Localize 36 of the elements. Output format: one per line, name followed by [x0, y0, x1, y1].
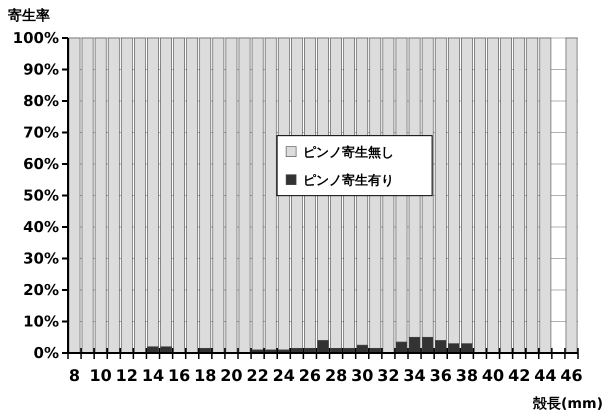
- x-tick-label: 18: [194, 366, 216, 385]
- y-tick-label: 0%: [34, 344, 59, 362]
- x-tick-label: 28: [324, 366, 348, 385]
- y-tick-label: 20%: [23, 280, 59, 299]
- x-tick-label: 26: [298, 366, 322, 385]
- x-tick-label: 42: [508, 366, 530, 385]
- y-tick-label: 80%: [23, 92, 59, 110]
- x-tick-label: 12: [116, 366, 138, 385]
- x-tick-label: 44: [534, 366, 556, 385]
- x-tick-label: 32: [377, 366, 400, 385]
- y-tick-label: 50%: [23, 186, 59, 204]
- x-tick-label: 38: [456, 366, 478, 385]
- x-tick-label: 40: [482, 366, 504, 385]
- y-axis-title: 寄生率: [8, 7, 50, 24]
- y-tick-label: 90%: [23, 60, 59, 78]
- y-tick-label: 30%: [23, 249, 59, 268]
- x-tick-label: 8: [68, 366, 80, 385]
- x-tick-label: 20: [220, 366, 243, 385]
- y-tick-label: 100%: [12, 28, 59, 47]
- bar: [566, 38, 578, 354]
- x-tick-label: 22: [246, 366, 269, 385]
- y-tick-label: 70%: [23, 123, 59, 142]
- x-tick-label: 36: [430, 366, 452, 385]
- x-tick-label: 10: [90, 366, 112, 385]
- y-tick-label: 60%: [23, 154, 59, 173]
- x-tick-label: 46: [560, 366, 583, 385]
- y-tick-label: 40%: [23, 218, 59, 236]
- x-axis-title: 殻長(mm): [532, 396, 603, 412]
- x-tick-label: 30: [351, 366, 374, 385]
- y-tick-label: 10%: [23, 312, 59, 330]
- x-tick-label: 34: [403, 366, 426, 385]
- x-tick-label: 14: [142, 366, 164, 385]
- x-tick-label: 24: [272, 366, 295, 385]
- legend-label: ピンノ寄生無し: [303, 144, 394, 161]
- legend-label: ピンノ寄生有り: [303, 172, 394, 189]
- x-tick-label: 16: [168, 366, 190, 385]
